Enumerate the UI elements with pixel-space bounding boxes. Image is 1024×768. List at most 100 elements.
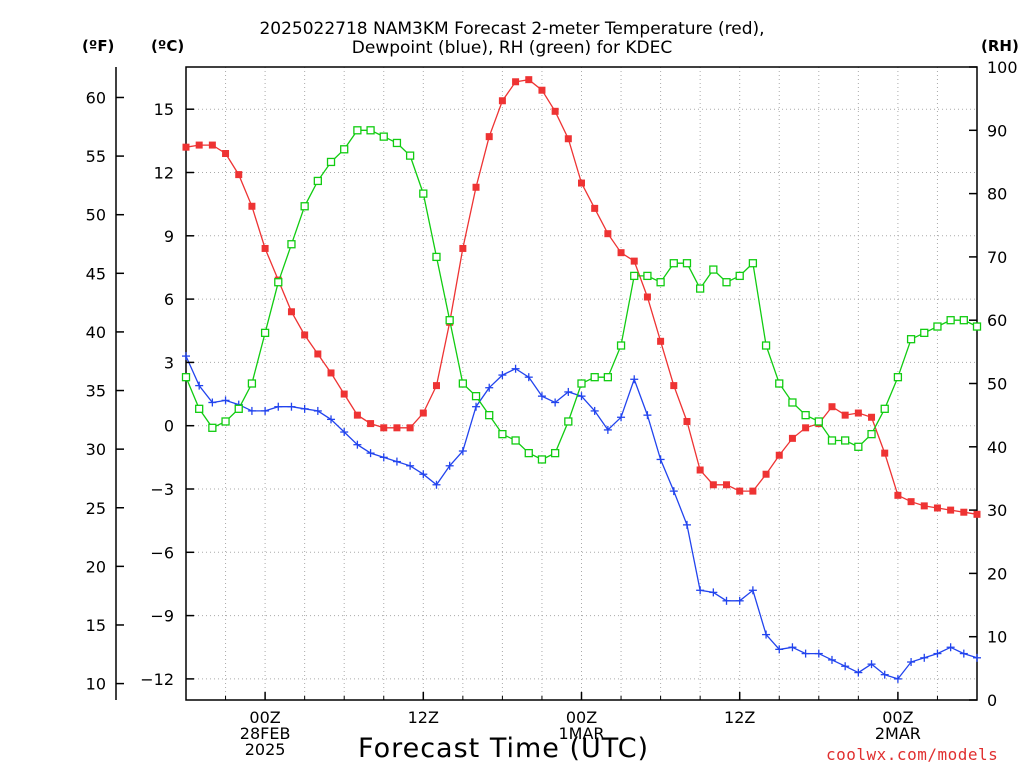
temperature-point xyxy=(749,487,757,495)
temperature-point xyxy=(775,451,783,459)
temperature-point xyxy=(670,382,678,390)
series-layer xyxy=(181,76,982,683)
dewpoint-point xyxy=(472,402,481,411)
dewpoint-point xyxy=(682,520,691,529)
dewpoint-point xyxy=(313,406,322,415)
dewpoint-point xyxy=(419,470,428,479)
c-tick-label: −9 xyxy=(150,607,174,626)
f-tick-label: 60 xyxy=(86,88,106,107)
rh-point xyxy=(972,322,982,331)
x-tick-label: 00Z xyxy=(249,708,280,727)
temperature-point xyxy=(538,86,546,94)
rh-point xyxy=(392,138,402,148)
temperature-point xyxy=(723,481,731,489)
rh-point xyxy=(432,252,441,262)
dewpoint-point xyxy=(775,645,784,654)
rh-point xyxy=(643,271,652,281)
temperature-point xyxy=(459,244,467,252)
dewpoint-point xyxy=(748,586,757,595)
temperature-point xyxy=(630,257,638,265)
c-tick-label: 3 xyxy=(164,353,174,372)
rh-point xyxy=(788,398,797,407)
dewpoint-point xyxy=(696,586,705,595)
rh-point xyxy=(564,417,573,426)
rh-tick-label: 70 xyxy=(987,248,1007,267)
c-tick-label: 15 xyxy=(154,100,174,119)
dewpoint-point xyxy=(788,643,797,652)
temperature-point xyxy=(881,449,889,457)
rh-point xyxy=(616,341,626,350)
temperature-point xyxy=(617,249,625,257)
dewpoint-point xyxy=(537,392,546,401)
temperature-point xyxy=(960,508,968,516)
rh-point xyxy=(946,316,955,325)
dewpoint-point xyxy=(920,653,929,662)
f-tick-label: 50 xyxy=(86,206,106,225)
temperature-point xyxy=(512,78,520,86)
temperature-point xyxy=(973,510,981,518)
temperature-point xyxy=(340,390,348,398)
rh-point xyxy=(669,259,678,268)
temperature-point xyxy=(591,204,599,212)
rh-point xyxy=(841,436,850,445)
f-tick-label: 55 xyxy=(86,147,106,166)
dewpoint-point xyxy=(498,371,507,380)
dewpoint-point xyxy=(893,674,902,683)
dewpoint-point xyxy=(762,630,771,639)
f-tick-label: 10 xyxy=(86,675,106,694)
temperature-point xyxy=(419,409,427,417)
rh-point xyxy=(696,284,705,293)
temperature-point xyxy=(683,417,691,425)
f-tick-label: 40 xyxy=(86,323,106,342)
temperature-point xyxy=(380,424,388,432)
credit-link[interactable]: coolwx.com/models xyxy=(826,745,999,764)
rh-point xyxy=(603,373,613,382)
dewpoint-point xyxy=(973,653,981,662)
rh-point xyxy=(458,379,468,388)
temperature-point xyxy=(485,133,493,141)
rh-tick-label: 30 xyxy=(987,501,1007,520)
temperature-point xyxy=(287,308,295,316)
dewpoint-point xyxy=(261,406,270,415)
rh-point xyxy=(722,278,731,287)
rh-point xyxy=(405,151,415,160)
rh-point xyxy=(419,189,428,198)
temperature-point xyxy=(736,487,744,495)
rh-point xyxy=(379,132,388,141)
dewpoint-point xyxy=(208,398,217,407)
dewpoint-point xyxy=(735,596,744,605)
temperature-point xyxy=(788,434,796,442)
temperature-point xyxy=(709,481,717,489)
dewpoint-point xyxy=(366,449,375,458)
rh-point xyxy=(181,373,191,382)
temperature-point xyxy=(551,107,559,115)
c-tick-label: −12 xyxy=(140,670,174,689)
rh-point xyxy=(880,404,889,413)
temperature-point xyxy=(222,150,230,158)
rh-point xyxy=(827,436,837,445)
rh-tick-label: 10 xyxy=(987,628,1007,647)
dewpoint-point xyxy=(959,649,968,658)
c-tick-label: 12 xyxy=(154,164,174,183)
rh-point xyxy=(247,379,257,388)
dewpoint-point xyxy=(247,406,256,415)
temperature-point xyxy=(894,491,902,499)
dewpoint-point xyxy=(867,660,876,669)
f-tick-label: 15 xyxy=(86,616,106,635)
axes xyxy=(115,66,978,701)
dewpoint-point xyxy=(603,425,612,434)
rh-point xyxy=(498,429,507,439)
dewpoint-point xyxy=(340,428,349,437)
x-tick-label: 2025 xyxy=(245,740,286,759)
dewpoint-point xyxy=(511,364,520,373)
rh-point xyxy=(524,448,533,458)
rh-unit-label: (RH) xyxy=(981,37,1019,55)
temperature-point xyxy=(235,171,243,179)
dewpoint-point xyxy=(854,668,863,677)
dewpoint-point xyxy=(327,415,336,424)
temperature-point xyxy=(525,76,533,84)
chart-title-line-1: 2025022718 NAM3KM Forecast 2-meter Tempe… xyxy=(259,19,765,39)
rh-point xyxy=(590,373,599,382)
rh-point xyxy=(656,278,665,287)
rh-point xyxy=(340,145,349,154)
